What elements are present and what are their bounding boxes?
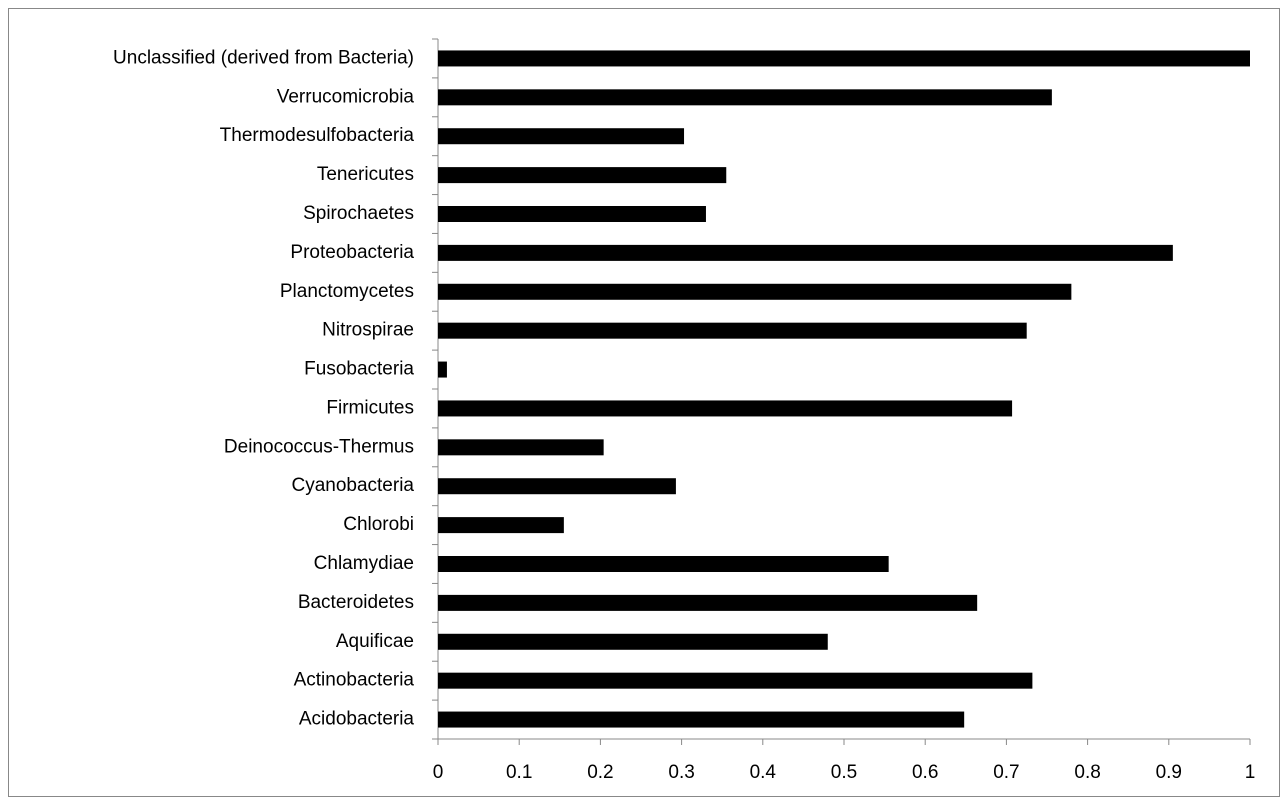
y-tick-label: Planctomycetes bbox=[280, 281, 414, 302]
bar bbox=[438, 711, 965, 728]
y-tick-label: Firmicutes bbox=[326, 397, 414, 418]
bar bbox=[438, 128, 685, 145]
bar bbox=[438, 361, 447, 378]
y-tick-label: Acidobacteria bbox=[299, 709, 415, 730]
y-tick-label: Proteobacteria bbox=[290, 242, 414, 263]
x-tick-label: 1 bbox=[1245, 762, 1256, 783]
bar bbox=[438, 400, 1013, 417]
bar bbox=[438, 439, 604, 456]
y-tick-label: Actinobacteria bbox=[294, 670, 415, 691]
y-tick-label: Nitrospirae bbox=[322, 320, 414, 341]
bar bbox=[438, 167, 727, 184]
x-tick-label: 0.3 bbox=[668, 762, 694, 783]
bar bbox=[438, 89, 1052, 106]
x-tick-label: 0.9 bbox=[1156, 762, 1182, 783]
bar bbox=[438, 244, 1173, 261]
bar bbox=[438, 672, 1033, 689]
y-tick-label: Aquificae bbox=[336, 631, 414, 652]
y-tick-label: Deinococcus-Thermus bbox=[224, 436, 414, 457]
y-tick-label: Thermodesulfobacteria bbox=[220, 125, 415, 146]
y-tick-label: Chlamydiae bbox=[314, 553, 414, 574]
x-tick-label: 0.1 bbox=[506, 762, 532, 783]
bar bbox=[438, 283, 1072, 300]
y-tick-label: Cyanobacteria bbox=[291, 475, 414, 496]
x-tick-label: 0.2 bbox=[587, 762, 613, 783]
bar bbox=[438, 206, 706, 222]
bar bbox=[438, 556, 889, 572]
y-tick-label: Bacteroidetes bbox=[298, 592, 414, 613]
x-tick-label: 0 bbox=[433, 762, 444, 783]
x-tick-label: 0.7 bbox=[993, 762, 1019, 783]
x-tick-label: 0.5 bbox=[831, 762, 857, 783]
x-tick-label: 0.8 bbox=[1074, 762, 1100, 783]
bar bbox=[438, 322, 1027, 339]
y-tick-label: Verrucomicrobia bbox=[277, 86, 415, 107]
x-tick-label: 0.4 bbox=[750, 762, 777, 783]
x-tick-label: 0.6 bbox=[912, 762, 938, 783]
bar bbox=[438, 517, 564, 534]
bar bbox=[438, 633, 828, 650]
bar bbox=[438, 50, 1250, 67]
bar bbox=[438, 478, 676, 495]
bar bbox=[438, 594, 978, 611]
y-tick-label: Spirochaetes bbox=[303, 203, 414, 224]
y-tick-label: Unclassified (derived from Bacteria) bbox=[113, 47, 414, 68]
y-tick-label: Chlorobi bbox=[343, 514, 414, 535]
y-tick-label: Tenericutes bbox=[317, 164, 414, 185]
y-tick-label: Fusobacteria bbox=[304, 359, 414, 380]
